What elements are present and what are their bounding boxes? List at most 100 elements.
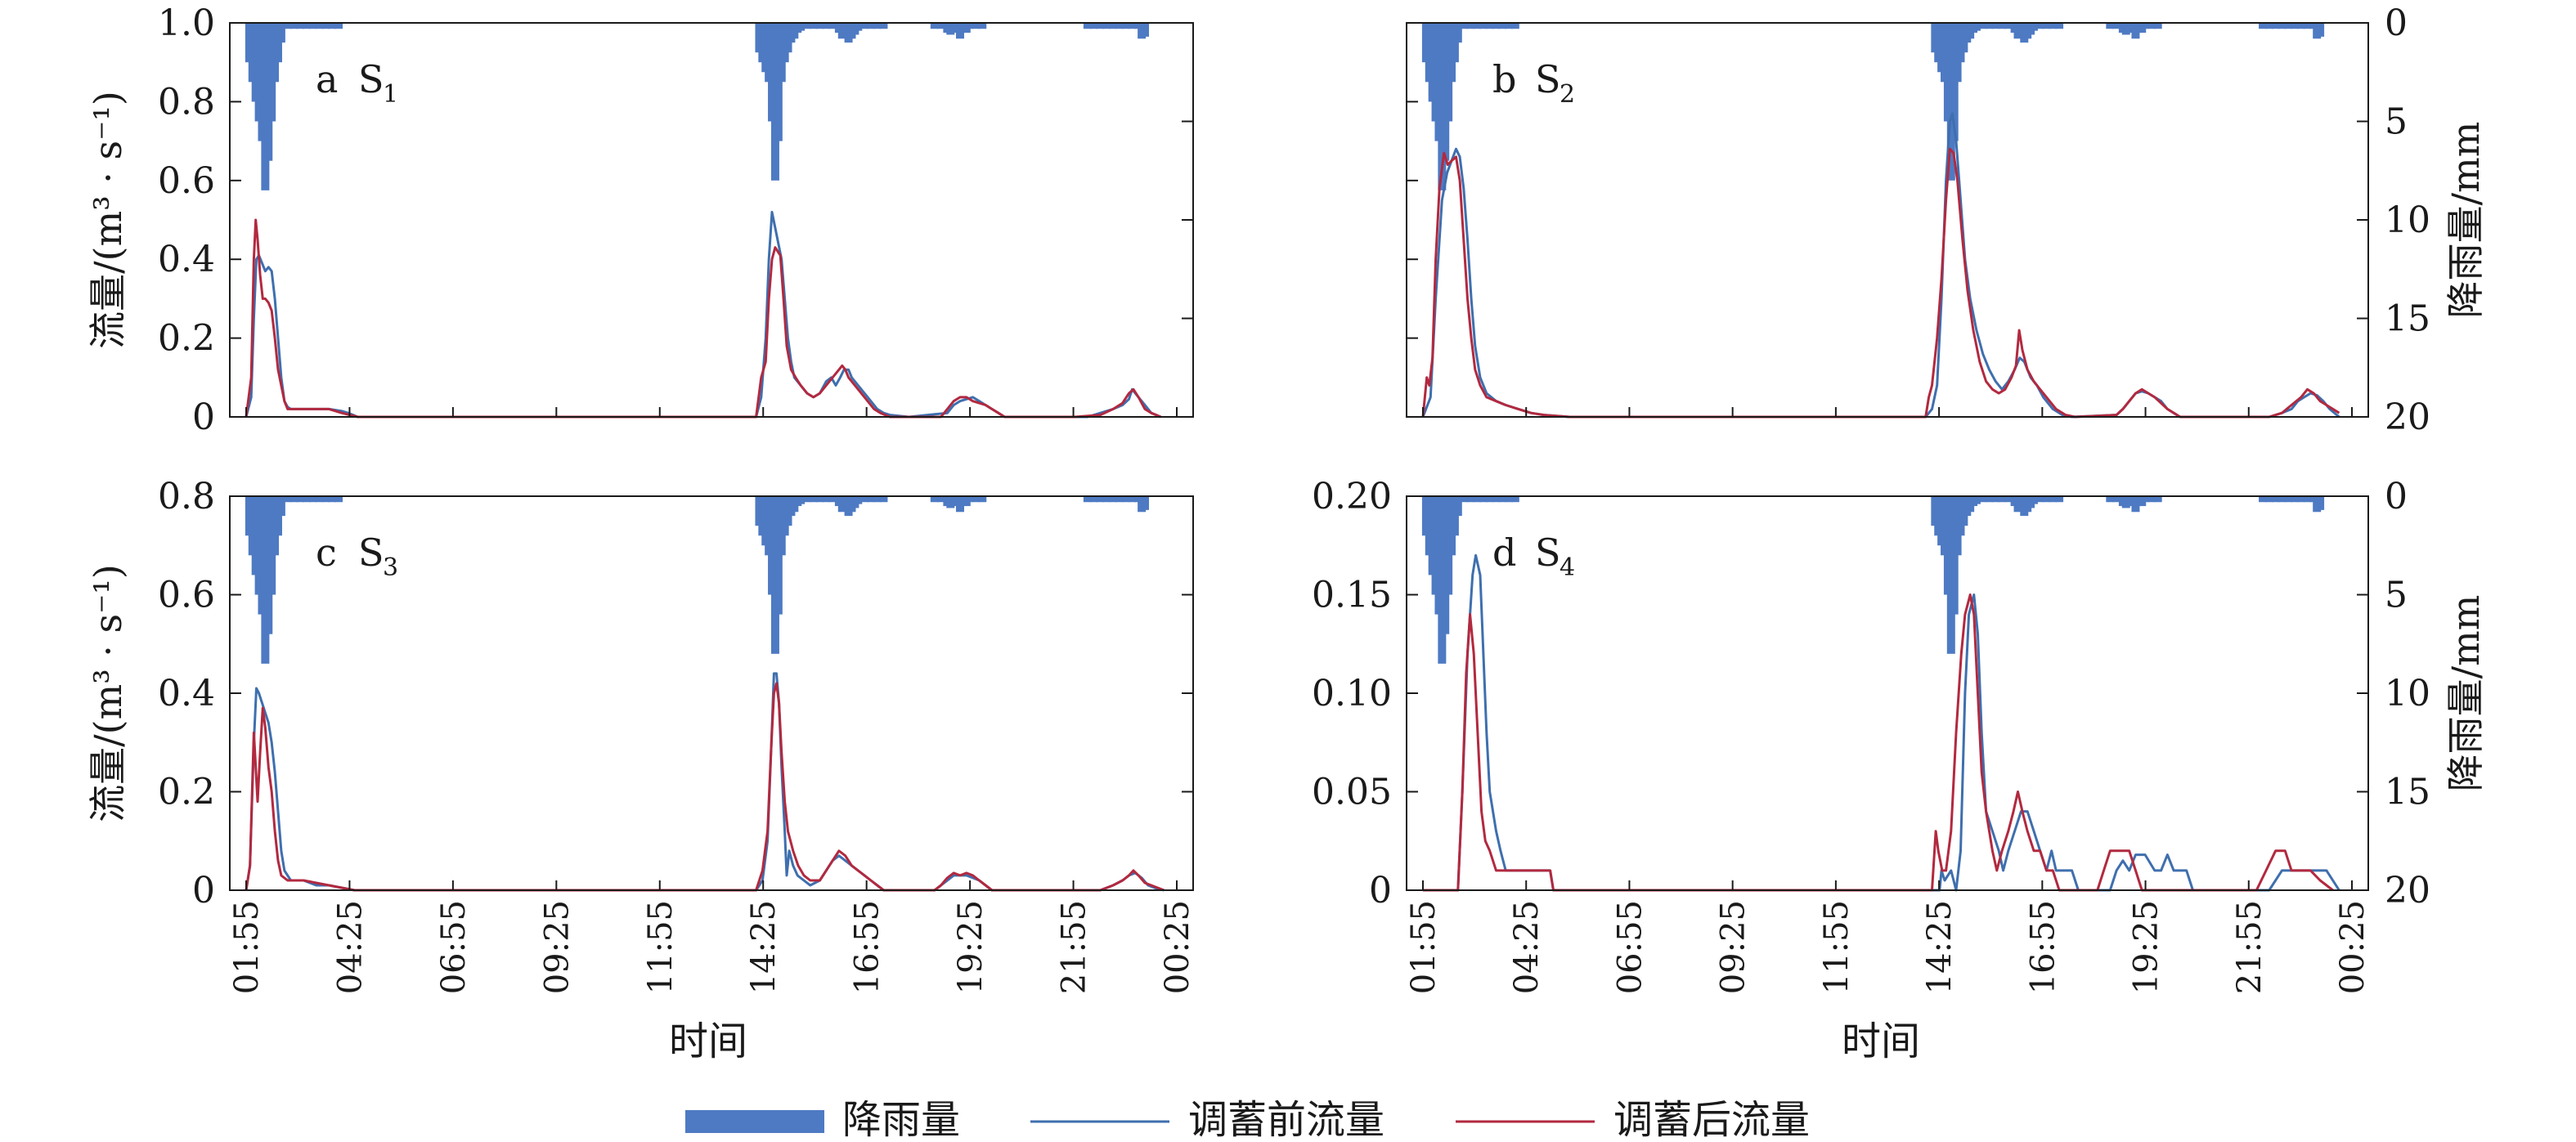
rain-bar — [1510, 496, 1519, 503]
rain-bar — [828, 23, 837, 29]
x-tick-label: 06:55 — [435, 900, 473, 994]
rain-bar — [1998, 496, 2007, 503]
rain-bar — [1991, 496, 2000, 503]
rain-tick-label: 15 — [2385, 298, 2430, 340]
rain-bar — [2284, 496, 2293, 503]
rain-bar — [1453, 23, 1462, 43]
rain-bar — [1505, 23, 1514, 29]
rain-bar — [873, 496, 882, 503]
rain-bar — [1998, 23, 2007, 29]
rain-bar — [308, 23, 317, 29]
y-tick-label: 0.6 — [158, 575, 215, 616]
x-tick-label: 16:55 — [849, 900, 886, 994]
panel-site: S — [358, 531, 384, 575]
rain-bar — [2278, 496, 2287, 503]
rain-bar — [2035, 496, 2044, 503]
rain-bar — [2316, 496, 2325, 510]
rain-bar — [873, 23, 882, 29]
x-axis-title-right: 时间 — [1842, 1019, 1920, 1064]
rain-bar — [2106, 496, 2115, 503]
y-tick-label: 0.05 — [1312, 772, 1392, 813]
rain-bar — [815, 23, 824, 29]
rain-bar — [2141, 496, 2150, 503]
panel-c: 0 0.2 0.4 0.6 0.8 01:55 04:25 06:55 09:25 11:55 14… — [86, 476, 1196, 994]
rain-bar — [854, 496, 863, 504]
rain-bar — [930, 496, 939, 503]
x-tick-label: 01:55 — [228, 900, 266, 994]
rain-tick-label: 10 — [2385, 199, 2430, 241]
rain-bar — [1141, 496, 1150, 510]
rain-bar — [1473, 23, 1482, 29]
series-after-line — [1423, 593, 2334, 892]
rain-bar — [2112, 496, 2121, 503]
rain-bar — [1972, 23, 1981, 31]
rain-bar — [2055, 496, 2064, 503]
rain-bar — [1978, 23, 1987, 29]
rain-bar — [2049, 23, 2058, 29]
panel-site: S — [1535, 57, 1561, 101]
y-tick-label: 0.8 — [158, 81, 215, 123]
rain-bar — [315, 23, 324, 29]
rain-bar — [1102, 496, 1111, 503]
rain-bar — [1492, 496, 1501, 503]
rain-bar — [879, 23, 888, 29]
y-tick-label: 0.20 — [1312, 476, 1392, 517]
legend-rain-swatch — [685, 1110, 824, 1133]
rain-bar — [289, 23, 298, 29]
panel-letter: a — [316, 57, 338, 101]
rain-tick-label: 5 — [2385, 101, 2408, 143]
y-tick-label: 0.6 — [158, 160, 215, 202]
series-before-line — [1421, 112, 2340, 419]
rain-bar — [2035, 23, 2044, 29]
rain-bar — [797, 23, 806, 31]
rain-bar — [1453, 496, 1462, 517]
rain-bar — [1121, 496, 1130, 503]
rain-bar — [797, 496, 806, 504]
panel-site: S — [358, 57, 384, 101]
rain-bar — [2259, 496, 2268, 503]
x-tick-label: 21:55 — [2231, 900, 2269, 994]
rain-bar — [1115, 23, 1124, 29]
rain-bar — [809, 496, 818, 503]
panel-d: 0 0.05 0.10 0.15 0.20 0 5 10 15 20 01:55 04:25 06:55… — [1312, 476, 2488, 994]
rain-bar — [283, 23, 292, 29]
rain-bar — [2271, 496, 2280, 503]
rain-bar — [866, 23, 875, 29]
rain-bar — [334, 496, 343, 503]
rain-bar — [1109, 23, 1118, 29]
y-tick-label: 0 — [1369, 870, 1392, 911]
y-tick-label: 0.15 — [1312, 575, 1392, 616]
y-tick-label: 1.0 — [158, 2, 215, 44]
rain-bar — [1096, 496, 1105, 503]
y-axis-title-left: 流量/(m³ · s⁻¹) — [86, 564, 130, 822]
rain-bar — [2316, 23, 2325, 37]
series-after-line — [245, 218, 1162, 419]
legend-before-label: 调蓄前流量 — [1188, 1097, 1384, 1142]
rain-bar — [930, 23, 939, 29]
rain-bar — [1978, 496, 1987, 503]
rain-tick-label: 20 — [2385, 396, 2430, 438]
x-tick-label: 04:25 — [331, 900, 369, 994]
rain-bar — [2106, 23, 2115, 29]
rain-tick-label: 15 — [2385, 772, 2430, 813]
rain-bar — [802, 23, 811, 29]
x-tick-label: 00:25 — [1159, 900, 1196, 994]
rain-bar — [2042, 23, 2051, 29]
rain-tick-label: 5 — [2385, 575, 2408, 616]
rain-bar — [860, 496, 869, 503]
y-tick-label: 0.2 — [158, 772, 215, 813]
rain-bar — [1089, 23, 1098, 29]
rain-bar — [303, 496, 312, 503]
rain-bar — [1083, 496, 1092, 503]
rain-bar — [1466, 23, 1475, 29]
rain-bar — [321, 496, 330, 503]
panel-b: 0 5 10 15 20 b S2 降雨量/mm — [1406, 2, 2488, 438]
legend: 降雨量 调蓄前流量 调蓄后流量 — [685, 1097, 1810, 1142]
rain-bar — [1991, 23, 2000, 29]
rain-bar — [2284, 23, 2293, 29]
rain-bar — [1460, 496, 1469, 503]
x-tick-label: 21:55 — [1056, 900, 1093, 994]
x-tick-label: 11:55 — [1818, 900, 1856, 994]
